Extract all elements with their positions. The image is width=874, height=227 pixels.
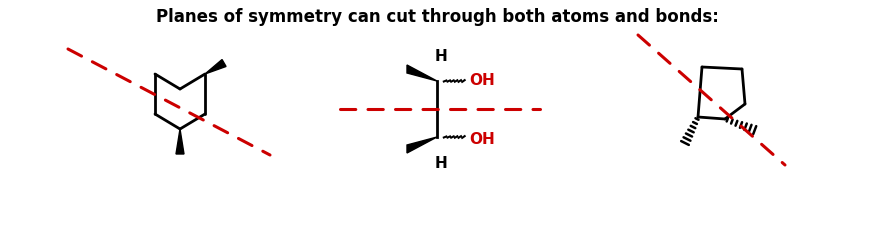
Text: OH: OH: [469, 72, 495, 87]
Text: H: H: [434, 49, 447, 64]
Polygon shape: [407, 66, 437, 82]
Polygon shape: [205, 60, 226, 75]
Polygon shape: [407, 137, 437, 153]
Text: H: H: [434, 155, 447, 170]
Polygon shape: [176, 129, 184, 154]
Text: Planes of symmetry can cut through both atoms and bonds:: Planes of symmetry can cut through both …: [156, 8, 718, 26]
Text: OH: OH: [469, 132, 495, 147]
